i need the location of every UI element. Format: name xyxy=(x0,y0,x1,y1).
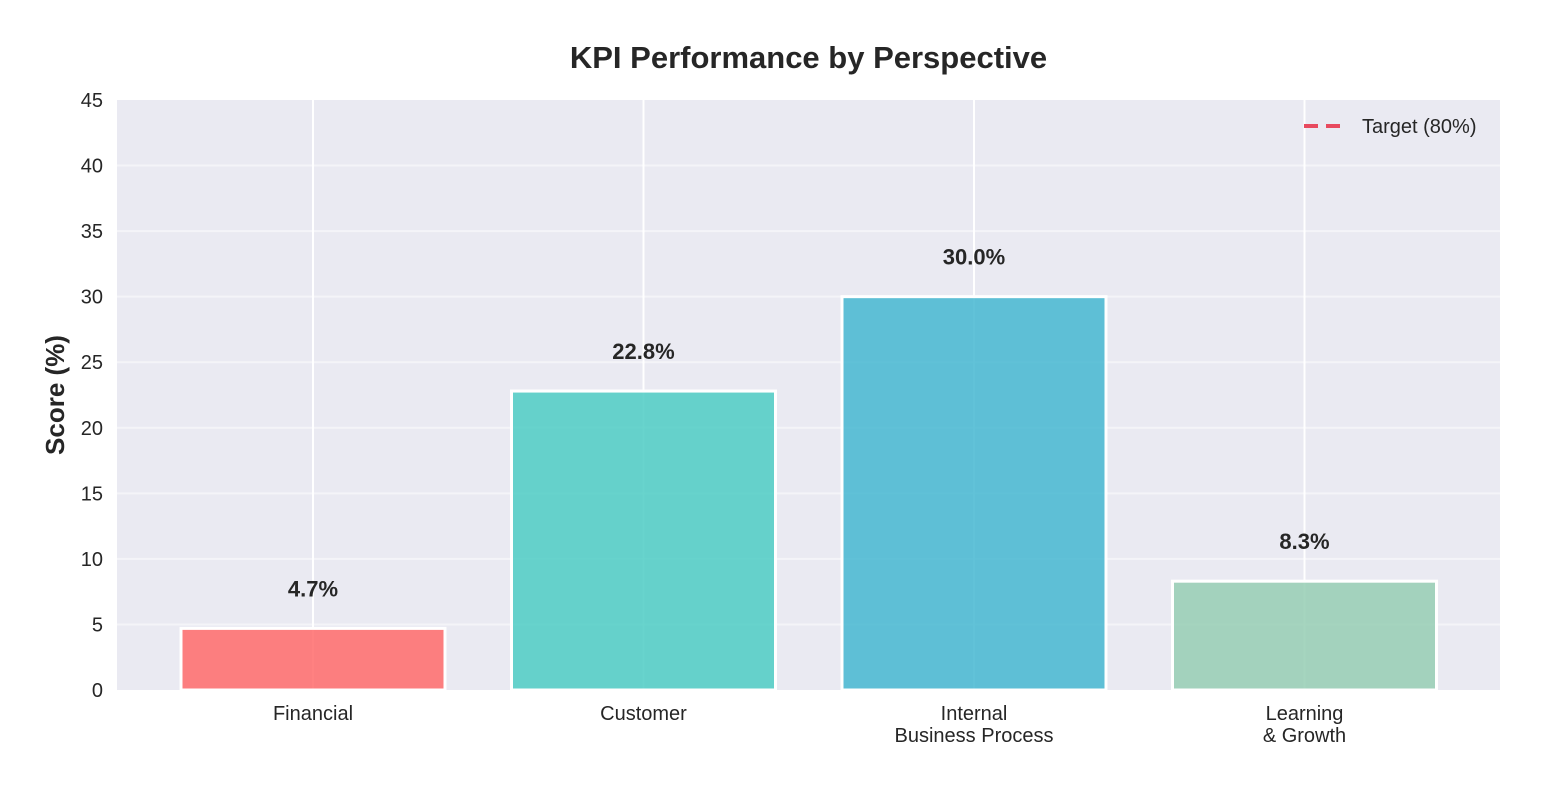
bars xyxy=(179,295,1438,692)
y-tick-label: 30 xyxy=(81,287,103,309)
value-labels: 4.7% 22.8% 30.0% 8.3% xyxy=(288,245,1330,602)
x-tick-label-line: Learning xyxy=(1266,703,1344,725)
x-tick-label-line: Internal xyxy=(941,703,1008,725)
chart-title: KPI Performance by Perspective xyxy=(570,40,1047,75)
bar-value-label: 8.3% xyxy=(1279,529,1329,554)
y-tick-label: 35 xyxy=(81,221,103,243)
y-tick-label: 20 xyxy=(81,418,103,440)
x-tick-labels: Financial Customer Internal Business Proces… xyxy=(273,703,1346,747)
bar xyxy=(510,389,777,692)
bar xyxy=(179,626,447,692)
y-tick-label: 5 xyxy=(92,614,103,636)
bar xyxy=(1171,579,1438,692)
y-tick-label: 40 xyxy=(81,156,103,178)
y-tick-labels: 0 5 10 15 20 25 30 35 40 45 xyxy=(81,90,103,702)
bar xyxy=(840,295,1108,692)
bar-value-label: 30.0% xyxy=(943,245,1005,270)
x-tick-label-line: Financial xyxy=(273,703,353,725)
legend: Target (80%) xyxy=(1304,116,1477,138)
x-tick-label: Learning & Growth xyxy=(1263,703,1346,747)
x-tick-label: Financial xyxy=(273,703,353,725)
bar-value-label: 22.8% xyxy=(612,339,674,364)
legend-target-label: Target (80%) xyxy=(1362,116,1477,138)
y-axis-label: Score (%) xyxy=(40,335,70,455)
y-tick-label: 15 xyxy=(81,483,103,505)
y-tick-label: 45 xyxy=(81,90,103,112)
x-tick-label-line: Business Process xyxy=(895,725,1054,747)
x-tick-label-line: Customer xyxy=(600,703,687,725)
bar-value-label: 4.7% xyxy=(288,576,338,601)
x-tick-label-line: & Growth xyxy=(1263,725,1346,747)
y-tick-label: 10 xyxy=(81,549,103,571)
y-tick-label: 0 xyxy=(92,680,103,702)
x-tick-label: Customer xyxy=(600,703,687,725)
x-tick-label: Internal Business Process xyxy=(895,703,1054,747)
y-tick-label: 25 xyxy=(81,352,103,374)
